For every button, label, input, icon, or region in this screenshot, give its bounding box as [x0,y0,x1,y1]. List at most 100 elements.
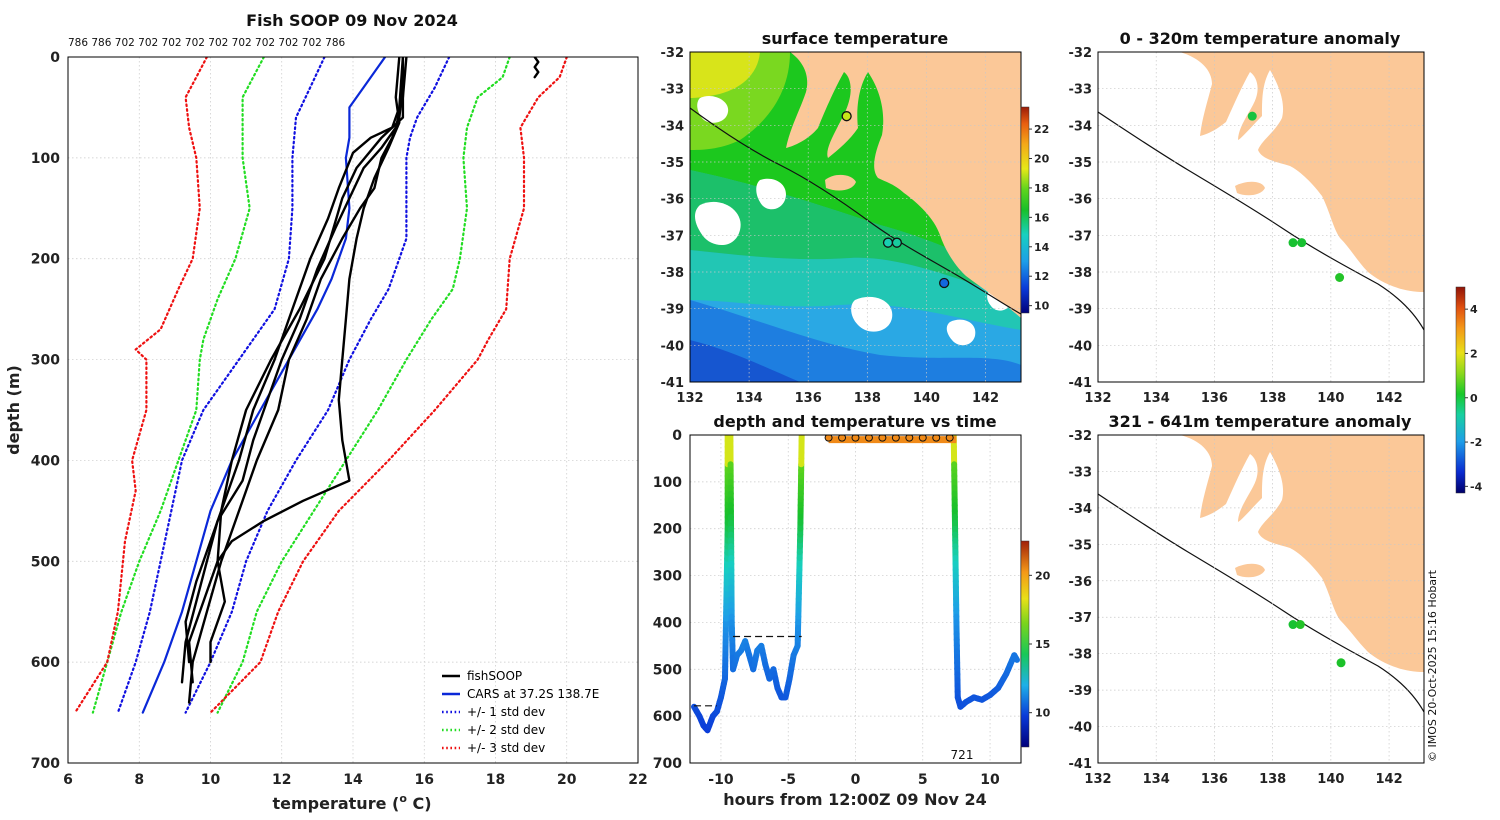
map-ytick-label: -33 [1069,83,1093,98]
legend-label: +/- 2 std dev [467,723,545,737]
profile-fish-line [180,57,408,684]
sst-cloud-patch [851,296,893,332]
profile-std-line [91,57,265,714]
anomaly-map-0-320-land [1180,52,1424,292]
map-ytick-label: -35 [1069,156,1093,171]
anomaly-0-320-marker [1297,238,1307,248]
sst-colorbar-tick-label: 14 [1034,241,1050,254]
profile-panel: Fish SOOP 09 Nov 2024 786 786 702 702 70… [4,11,648,813]
depth-time-xtick-label: -10 [708,772,734,788]
anomaly-colorbar-tick-label: -2 [1470,436,1482,449]
map-ytick-label: -32 [1069,429,1093,444]
sst-cloud-patch [694,201,741,246]
depth-time-surface-marker [891,435,900,442]
map-ytick-label: -41 [661,376,685,391]
profile-std-line [209,57,568,714]
profile-ytick-label: 500 [31,554,60,570]
sst-colorbar-tick-label: 12 [1034,270,1049,283]
anomaly-map-321-641-panel: 321 - 641m temperature anomaly 132 134 136… [1069,412,1425,787]
map-xtick-label: 142 [972,391,999,406]
profile-frame [67,56,639,764]
map-xtick-label: 132 [1084,391,1111,406]
anomaly-321-641-marker [1336,658,1346,668]
depth-time-title: depth and temperature vs time [713,412,996,431]
sst-map-title: surface temperature [762,29,949,48]
depth-time-xtick-label: 5 [918,772,928,788]
profile-fish-line [533,57,540,79]
profile-xtick-label: 18 [486,772,505,788]
map-ytick-label: -37 [661,229,685,244]
sst-cloud-patch [697,95,729,123]
legend-label: fishSOOP [467,669,522,683]
map-ytick-label: -39 [1069,684,1093,699]
map-xtick-label: 132 [1084,772,1111,787]
map-ytick-label: -36 [661,193,685,208]
map-ytick-label: -40 [661,339,685,354]
profile-xlabel-main: temperature ( [272,794,399,813]
anomaly-colorbar [1455,286,1466,494]
depth-time-surface-marker [932,435,941,442]
profile-cars-line [141,57,387,714]
map-xtick-label: 138 [1259,391,1286,406]
profile-fish-line [187,57,405,704]
depth-time-surface-marker [838,435,847,442]
profile-ylabel: depth (m) [4,365,23,455]
sst-colorbar-ticks: 10 12 14 16 18 20 22 [1029,123,1050,313]
map-ytick-label: -35 [661,156,685,171]
profile-std-line [216,57,511,714]
map-ytick-label: -33 [661,83,685,98]
sst-field [690,52,1021,382]
depth-time-surface-marker [905,435,914,442]
depth-time-ytick-label: 300 [653,569,682,585]
sst-colorbar-tick-label: 20 [1034,153,1050,166]
map-xtick-label: 142 [1376,391,1403,406]
map-xtick-label: 142 [1376,772,1403,787]
depth-time-ytick-label: 100 [653,475,682,491]
anomaly-map-0-320-ticks: 132 134 136 138 140 142 -32 -33 -34 -35 -36 -37 -38 -… [1069,46,1424,406]
legend-label: +/- 3 std dev [467,741,545,755]
depth-time-colorbar-ticks: 10 15 20 [1029,569,1051,720]
map-ytick-label: -36 [1069,575,1093,590]
anomaly-map-321-641-island [1235,563,1265,578]
map-ytick-label: -39 [661,303,685,318]
profile-fish-line [187,57,401,684]
depth-time-panel: depth and temperature vs time -10 -5 0 5 100… [653,412,1051,809]
profile-xtick-label: 6 [63,772,73,788]
depth-time-xtick-label: 10 [980,772,1000,788]
sst-station-marker [882,237,894,248]
profile-legend: fishSOOP CARS at 37.2S 138.7E +/- 1 std de… [442,669,599,755]
anomaly-0-320-marker [1288,238,1298,248]
profile-fish-line [184,57,405,664]
map-ytick-label: -41 [1069,376,1093,391]
anomaly-map-321-641-points [1288,620,1346,668]
legend-label: +/- 1 std dev [467,705,545,719]
profile-std-line [74,57,208,714]
anomaly-colorbar-tick-label: 0 [1470,392,1478,405]
anomaly-map-321-641-frame [1097,434,1425,764]
anomaly-map-0-320-panel: 0 - 320m temperature anomaly 132 134 136 13… [1069,29,1425,406]
sst-station-marker [891,237,903,248]
depth-time-grid [690,435,1021,763]
profile-xtick-label: 14 [343,772,363,788]
profile-fish-line [209,65,405,664]
map-ytick-label: -38 [661,266,685,281]
depth-time-colorbar-tick-label: 15 [1035,638,1050,651]
map-xtick-label: 136 [1201,391,1228,406]
depth-time-data [691,435,1020,734]
sst-cloud-patch [756,178,786,210]
map-xtick-label: 140 [1317,772,1344,787]
profile-top-annotation: 786 786 702 702 702 702 702 702 702 702 … [68,37,346,49]
profile-ticks: 6 8 10 12 14 16 18 20 22 0 100 200 300 400 500 600 700 [31,50,648,788]
sst-ticks: 132 134 136 138 140 142 -32 -33 -34 -35 -36 -37 -38 -… [661,46,1021,406]
depth-time-surface-marker [918,435,927,442]
profile-ytick-label: 200 [31,252,60,268]
depth-time-ytick-label: 600 [653,709,682,725]
depth-time-surface-marker [878,435,887,442]
depth-time-surface-marker [945,435,954,442]
anomaly-colorbar-tick-label: 4 [1470,303,1478,316]
anomaly-map-0-320-island [1235,181,1265,196]
map-ytick-label: -40 [1069,721,1093,736]
anomaly-map-321-641-land [1180,435,1424,672]
depth-time-surface-marker [824,435,833,442]
